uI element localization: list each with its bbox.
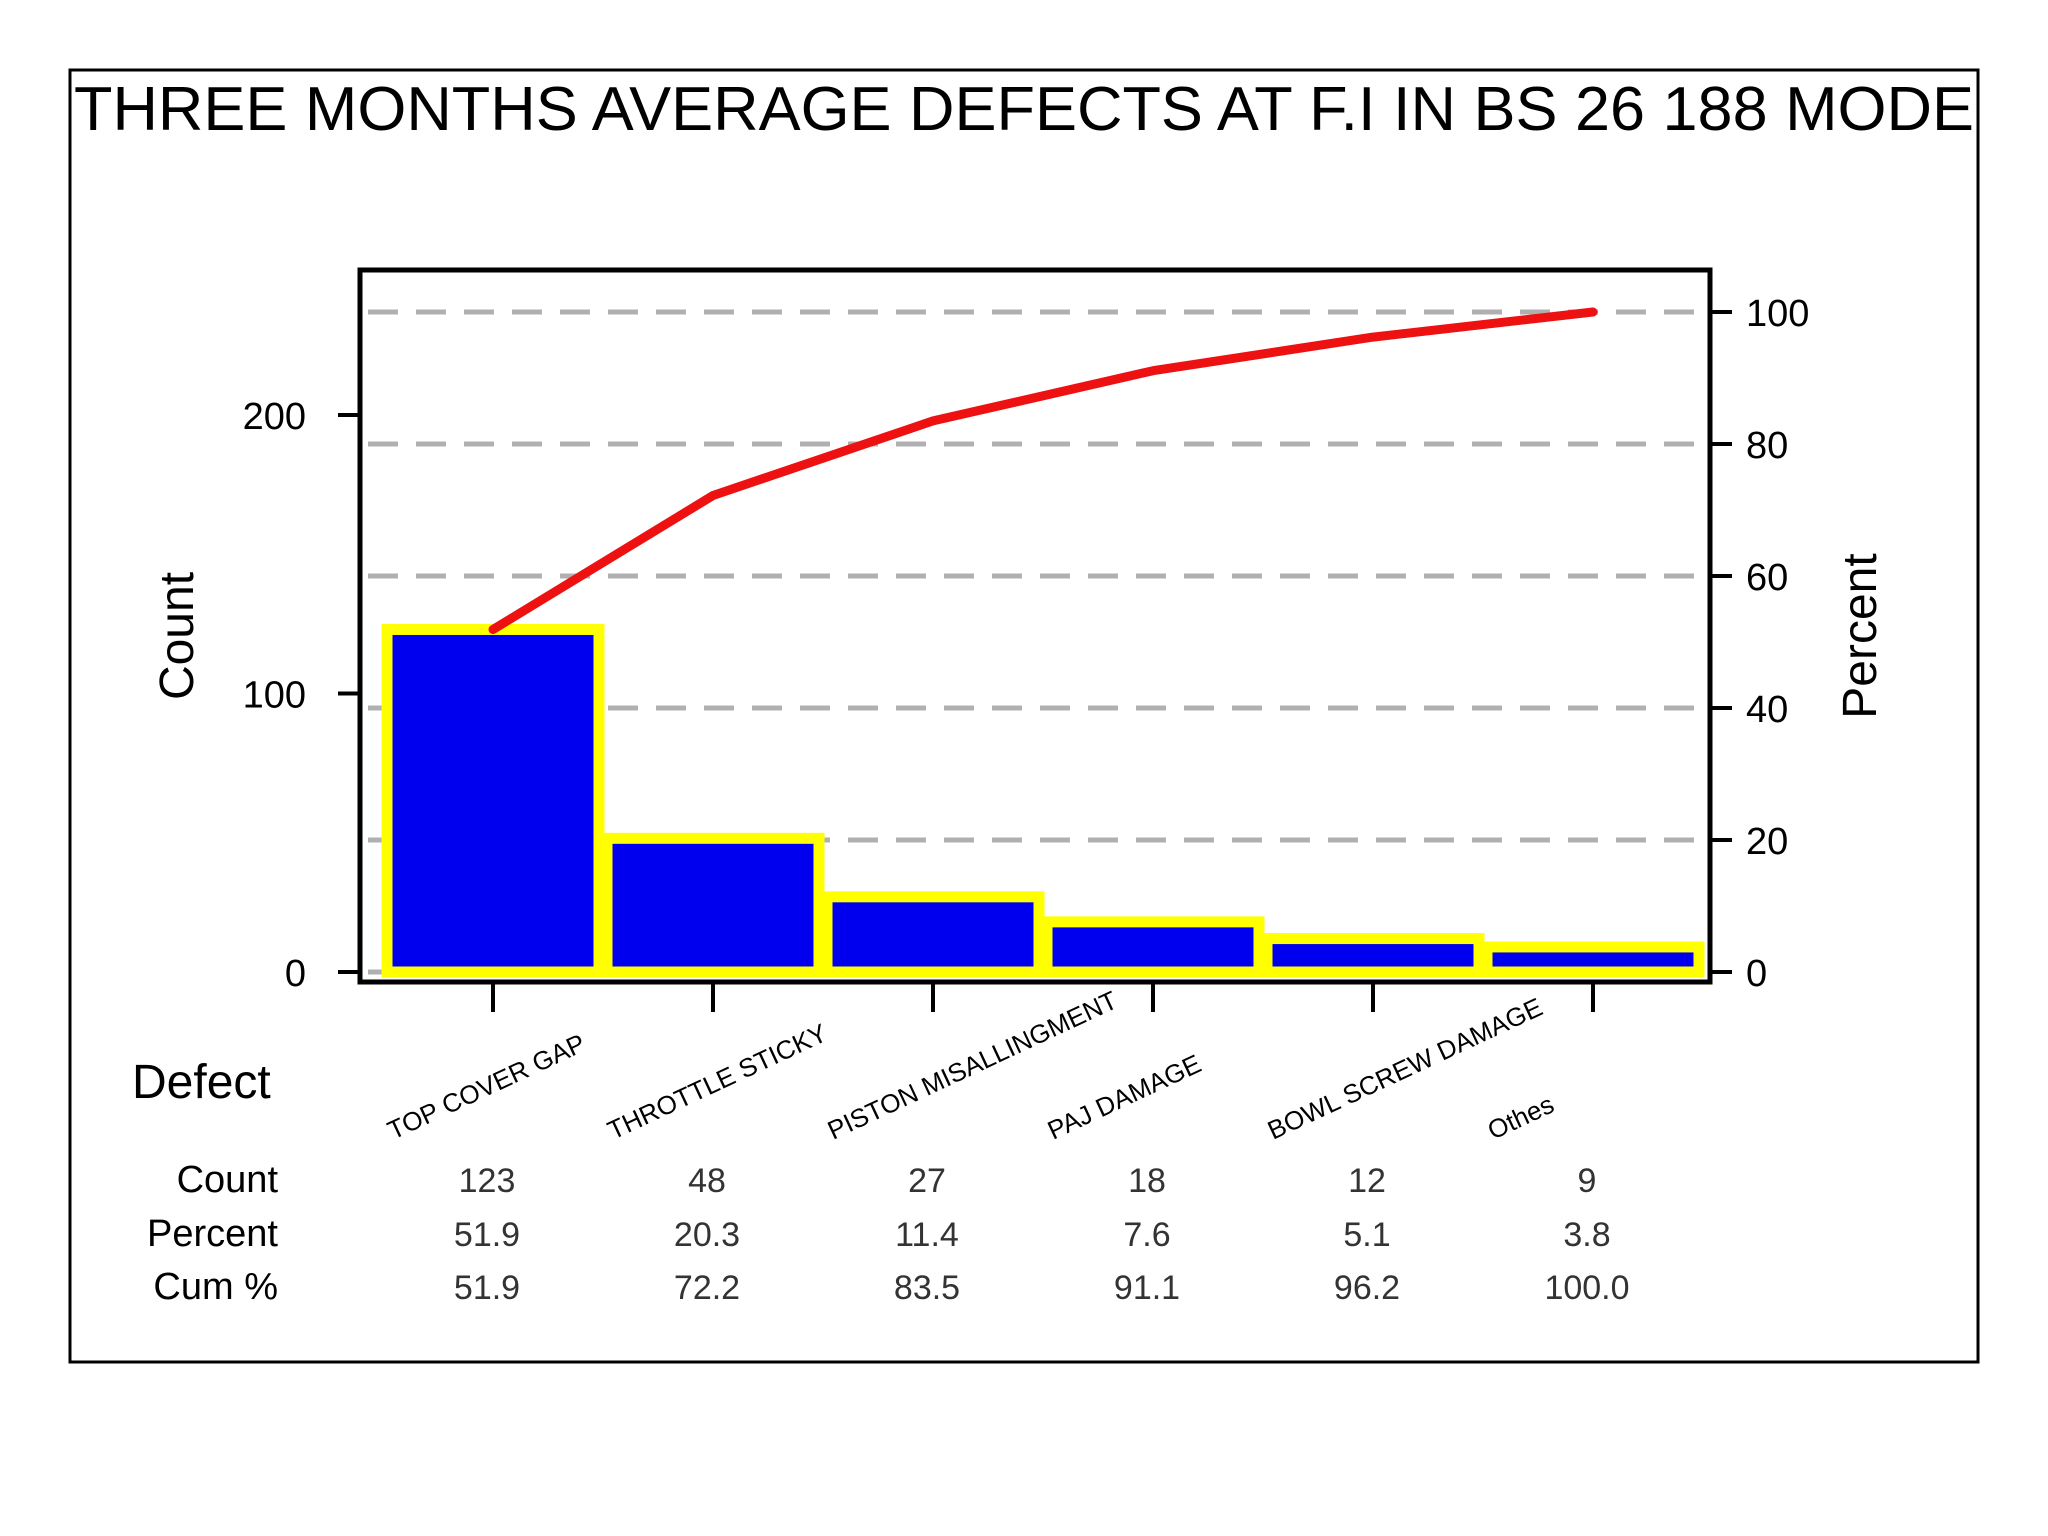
bar-6 — [1481, 941, 1705, 978]
table-cell: 5.1 — [1343, 1216, 1390, 1254]
chart-title: THREE MONTHS AVERAGE DEFECTS AT F.I IN B… — [74, 75, 1974, 144]
x-axis-label: Defect — [132, 1056, 271, 1109]
right-axis: 0 20 40 60 80 100 — [1710, 293, 1809, 995]
plot-frame — [357, 267, 1713, 985]
bar-5 — [1261, 933, 1485, 978]
right-tick-label: 100 — [1746, 293, 1809, 335]
table-cell: 100.0 — [1544, 1269, 1629, 1307]
table-cell: 27 — [908, 1162, 946, 1200]
left-tick-label: 200 — [243, 396, 306, 438]
right-tick-label: 60 — [1746, 557, 1788, 599]
table-cell: 123 — [459, 1162, 516, 1200]
table-cell: 96.2 — [1334, 1269, 1400, 1307]
table-cell: 18 — [1128, 1162, 1166, 1200]
table-cell: 51.9 — [454, 1216, 520, 1254]
table-cell: 48 — [688, 1162, 726, 1200]
left-tick-label: 100 — [243, 675, 306, 717]
table-cell: 72.2 — [674, 1269, 740, 1307]
data-table: Count 123 48 27 18 12 9 Percent 51.9 20.3 11.4 7.6 5… — [147, 1159, 1630, 1308]
right-axis-label: Percent — [1834, 553, 1887, 718]
left-axis: 0 100 200 — [243, 396, 360, 995]
right-tick-label: 80 — [1746, 425, 1788, 467]
bar-2 — [601, 832, 825, 978]
right-tick-label: 20 — [1746, 821, 1788, 863]
table-cell: 3.8 — [1563, 1216, 1610, 1254]
left-axis-label: Count — [151, 572, 204, 700]
table-cell: 91.1 — [1114, 1269, 1180, 1307]
bar-4 — [1041, 916, 1265, 978]
table-cell: 20.3 — [674, 1216, 740, 1254]
x-axis-ticks — [491, 982, 1595, 1012]
table-row-label: Cum % — [153, 1266, 278, 1308]
table-row-label: Count — [177, 1159, 279, 1201]
outer-frame — [68, 68, 1980, 1364]
left-tick-label: 0 — [285, 953, 306, 995]
table-cell: 9 — [1578, 1162, 1597, 1200]
table-row-label: Percent — [147, 1213, 278, 1255]
table-cell: 83.5 — [894, 1269, 960, 1307]
table-cell: 11.4 — [895, 1216, 959, 1254]
bar-3 — [821, 891, 1045, 978]
bars — [381, 623, 1705, 978]
table-cell: 51.9 — [454, 1269, 520, 1307]
bar-1 — [381, 623, 605, 978]
cum-percent-line — [488, 307, 1598, 634]
right-tick-label: 0 — [1746, 953, 1767, 995]
cumulative-line — [488, 307, 1598, 634]
table-cell: 7.6 — [1123, 1216, 1170, 1254]
table-cell: 12 — [1348, 1162, 1386, 1200]
right-tick-label: 40 — [1746, 689, 1788, 731]
